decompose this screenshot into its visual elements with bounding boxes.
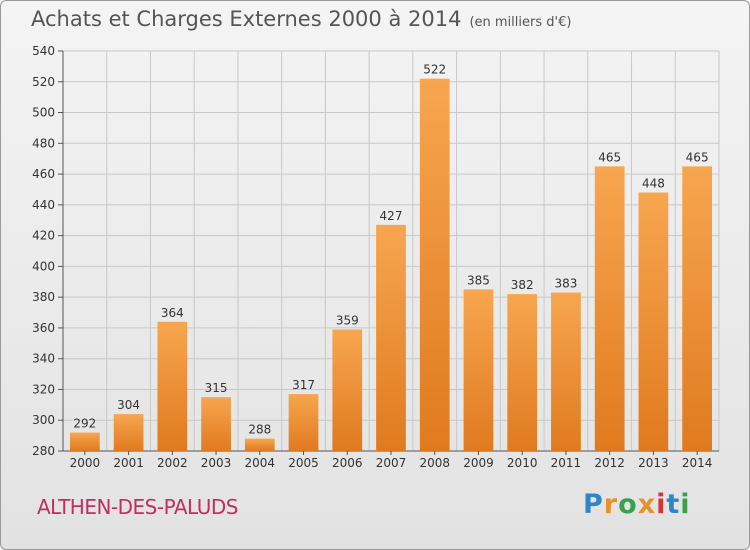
bar	[594, 166, 625, 451]
y-tick-label: 480	[32, 136, 55, 150]
data-label: 359	[336, 313, 359, 327]
x-tick-label: 2000	[70, 456, 101, 470]
data-label: 522	[423, 63, 446, 77]
x-tick-label: 2003	[201, 456, 232, 470]
bar	[682, 166, 713, 451]
bar	[419, 78, 450, 451]
x-tick-label: 2004	[245, 456, 276, 470]
data-label: 427	[380, 209, 403, 223]
x-tick-label: 2001	[113, 456, 144, 470]
bar	[551, 292, 581, 451]
x-tick-label: 2010	[507, 456, 538, 470]
data-label: 364	[161, 306, 184, 320]
axes: 280 300 320 340 360 380 400 420 440 460 480 500 520 5…	[32, 44, 719, 470]
x-tick-label: 2014	[682, 456, 713, 470]
bars	[69, 78, 713, 452]
y-tick-label: 340	[32, 352, 55, 366]
x-tick-label: 2011	[551, 456, 582, 470]
data-label: 292	[73, 417, 96, 431]
bar	[463, 289, 494, 451]
data-label: 448	[642, 177, 665, 191]
bar	[507, 294, 538, 451]
chart-title: Achats et Charges Externes 2000 à 2014 (e…	[31, 7, 571, 31]
x-tick-label: 2009	[463, 456, 494, 470]
y-tick-label: 540	[32, 44, 55, 58]
data-label: 288	[248, 423, 271, 437]
data-labels: 292 304 364 315 288 317 359 427 522 385 382 383 465 4…	[73, 63, 708, 437]
bar	[376, 224, 406, 451]
x-tick-label: 2002	[157, 456, 188, 470]
x-tick-label: 2012	[594, 456, 625, 470]
data-label: 304	[117, 398, 140, 412]
y-tick-label: 400	[32, 259, 55, 273]
y-tick-label: 460	[32, 167, 55, 181]
logo-letter: i	[656, 489, 667, 520]
data-label: 385	[467, 273, 490, 287]
data-label: 315	[205, 381, 228, 395]
bar	[157, 321, 188, 451]
logo-letter: x	[637, 489, 657, 520]
chart-subtitle: (en milliers d'€)	[469, 15, 572, 30]
data-label: 383	[554, 277, 577, 291]
bar	[69, 432, 100, 451]
y-tick-label: 500	[32, 106, 55, 120]
bar	[288, 394, 319, 451]
proxiti-logo[interactable]: Proxiti	[583, 489, 691, 520]
y-tick-label: 440	[32, 198, 55, 212]
logo-letter: t	[666, 489, 681, 520]
bar	[113, 414, 144, 451]
x-tick-label: 2005	[288, 456, 319, 470]
bar	[201, 397, 231, 451]
logo-letter: P	[583, 489, 604, 520]
y-tick-label: 300	[32, 413, 55, 427]
y-tick-label: 520	[32, 75, 55, 89]
logo-letter: o	[618, 489, 638, 520]
x-tick-label: 2007	[376, 456, 407, 470]
x-tick-label: 2008	[419, 456, 450, 470]
x-tick-label: 2013	[638, 456, 669, 470]
bar	[332, 329, 363, 451]
logo-letter: r	[603, 489, 619, 520]
data-label: 382	[511, 278, 534, 292]
bar	[244, 438, 275, 451]
y-tick-label: 420	[32, 229, 55, 243]
y-tick-label: 320	[32, 382, 55, 396]
y-tick-label: 380	[32, 290, 55, 304]
y-tick-label: 280	[32, 444, 55, 458]
y-tick-label: 360	[32, 321, 55, 335]
location-name: ALTHEN-DES-PALUDS	[37, 495, 238, 519]
data-label: 317	[292, 378, 315, 392]
data-label: 465	[598, 150, 621, 164]
x-tick-label: 2006	[332, 456, 363, 470]
title-text: Achats et Charges Externes 2000 à 2014	[31, 7, 462, 31]
logo-letter: i	[680, 489, 691, 520]
bar	[638, 192, 669, 452]
data-label: 465	[686, 150, 709, 164]
